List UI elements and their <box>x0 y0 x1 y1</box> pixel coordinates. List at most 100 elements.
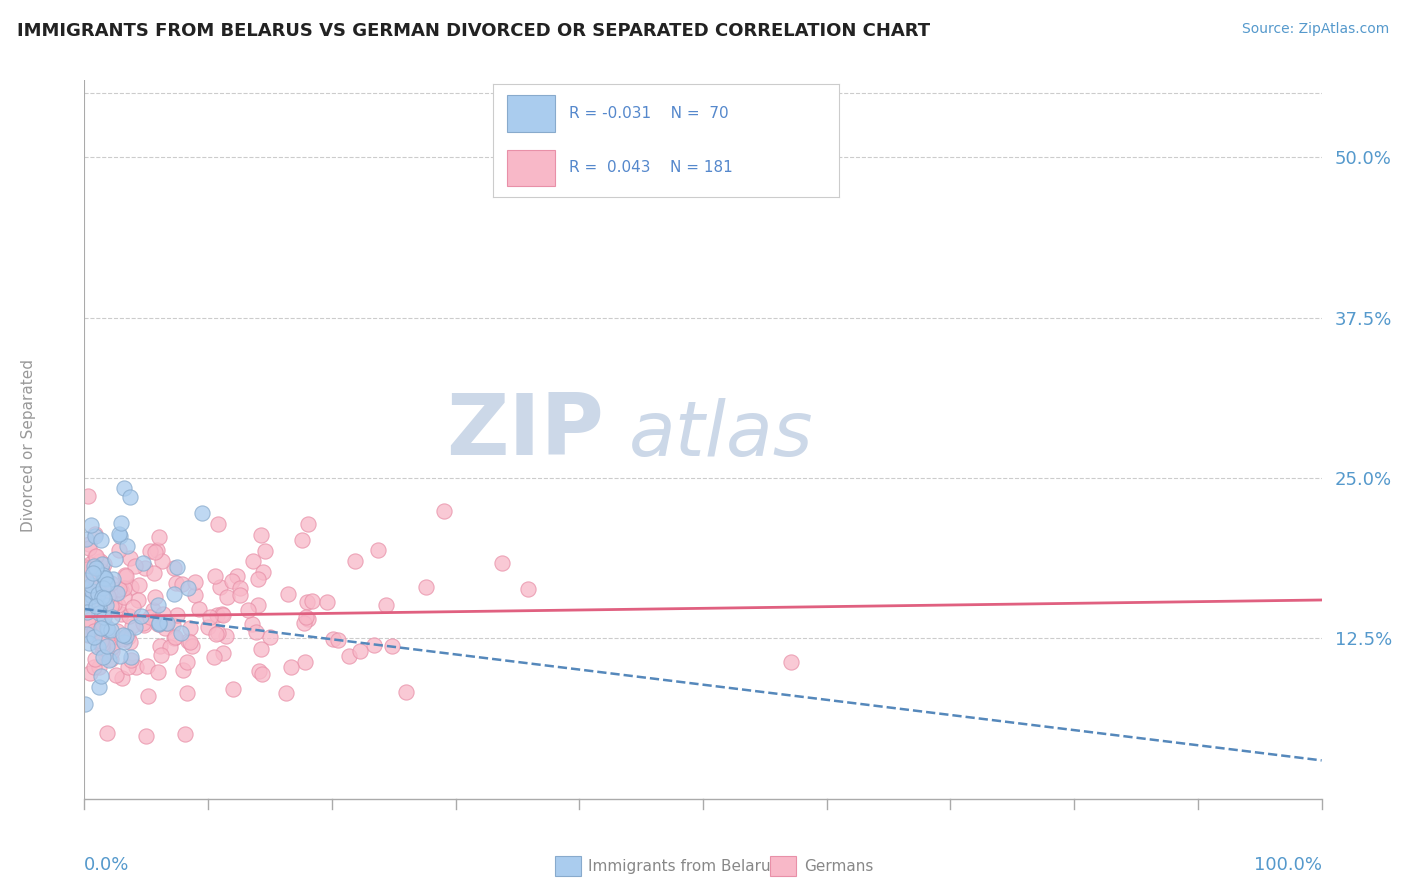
Point <box>117 630 139 644</box>
Point <box>91 650 114 665</box>
Point <box>83 529 105 543</box>
Point <box>136 658 159 673</box>
Point <box>87 586 110 600</box>
Point <box>297 612 319 626</box>
Point <box>75 560 97 574</box>
Point <box>112 481 135 495</box>
Point <box>101 609 124 624</box>
Point <box>246 573 269 587</box>
Point <box>176 686 198 700</box>
Point <box>93 609 115 624</box>
Point <box>120 653 142 667</box>
Point <box>176 655 198 669</box>
Point <box>247 598 270 612</box>
Point <box>90 621 112 635</box>
Point <box>163 587 186 601</box>
Point <box>77 541 100 555</box>
Point <box>76 597 98 611</box>
Text: Source: ZipAtlas.com: Source: ZipAtlas.com <box>1241 22 1389 37</box>
Point <box>76 626 98 640</box>
Point <box>77 566 100 581</box>
Point <box>204 569 226 583</box>
Point <box>146 543 169 558</box>
Point <box>301 594 323 608</box>
Point <box>87 607 110 621</box>
Point <box>132 618 155 632</box>
Point <box>395 684 418 698</box>
Point <box>221 574 243 589</box>
Point <box>294 616 316 631</box>
Point <box>80 577 103 591</box>
Point <box>165 576 187 591</box>
Point <box>291 533 314 548</box>
Point <box>97 653 120 667</box>
Point <box>90 591 112 605</box>
Point <box>112 635 135 649</box>
Point <box>77 636 100 650</box>
Point <box>337 648 360 663</box>
Point <box>87 680 110 694</box>
Point <box>156 615 179 630</box>
Point <box>110 607 132 621</box>
Point <box>146 598 169 612</box>
Point <box>128 578 150 592</box>
Point <box>75 697 97 711</box>
Point <box>118 609 141 624</box>
Text: Divorced or Separated: Divorced or Separated <box>21 359 37 533</box>
Point <box>79 666 101 681</box>
Point <box>134 561 156 575</box>
Point <box>433 504 456 518</box>
Point <box>82 566 104 580</box>
Point <box>198 610 221 624</box>
Text: ZIP: ZIP <box>446 390 605 473</box>
Point <box>101 634 124 648</box>
Point <box>94 618 117 632</box>
Point <box>139 543 162 558</box>
Point <box>111 628 134 642</box>
Point <box>108 582 131 596</box>
Point <box>294 610 316 624</box>
Point <box>145 613 167 627</box>
Point <box>96 621 118 635</box>
Point <box>108 543 131 558</box>
Point <box>367 542 389 557</box>
Point <box>344 554 367 568</box>
Point <box>91 641 114 656</box>
Point <box>94 573 117 587</box>
Point <box>179 635 201 649</box>
Point <box>117 660 139 674</box>
Point <box>146 617 169 632</box>
Point <box>131 615 153 630</box>
Point <box>148 530 170 544</box>
Point <box>91 617 114 632</box>
Point <box>101 640 124 655</box>
Text: 100.0%: 100.0% <box>1254 855 1322 873</box>
Point <box>79 588 101 602</box>
Point <box>222 681 245 696</box>
Point <box>91 557 114 571</box>
Point <box>166 607 188 622</box>
Point <box>117 539 139 553</box>
Point <box>172 577 194 591</box>
Point <box>89 600 111 615</box>
Point <box>77 537 100 551</box>
Point <box>277 587 299 601</box>
Point <box>349 644 371 658</box>
Point <box>75 573 97 587</box>
Point <box>162 618 184 632</box>
Point <box>112 631 135 645</box>
Point <box>94 571 117 585</box>
Point <box>212 647 235 661</box>
Point <box>83 558 105 573</box>
Point <box>121 619 143 633</box>
Point <box>77 627 100 641</box>
Point <box>84 549 107 564</box>
Point <box>177 581 200 595</box>
Point <box>516 582 538 597</box>
Point <box>212 608 235 623</box>
Point <box>205 607 228 622</box>
Point <box>118 490 141 504</box>
Point <box>73 594 96 608</box>
Point <box>150 554 173 568</box>
Point <box>110 583 132 598</box>
